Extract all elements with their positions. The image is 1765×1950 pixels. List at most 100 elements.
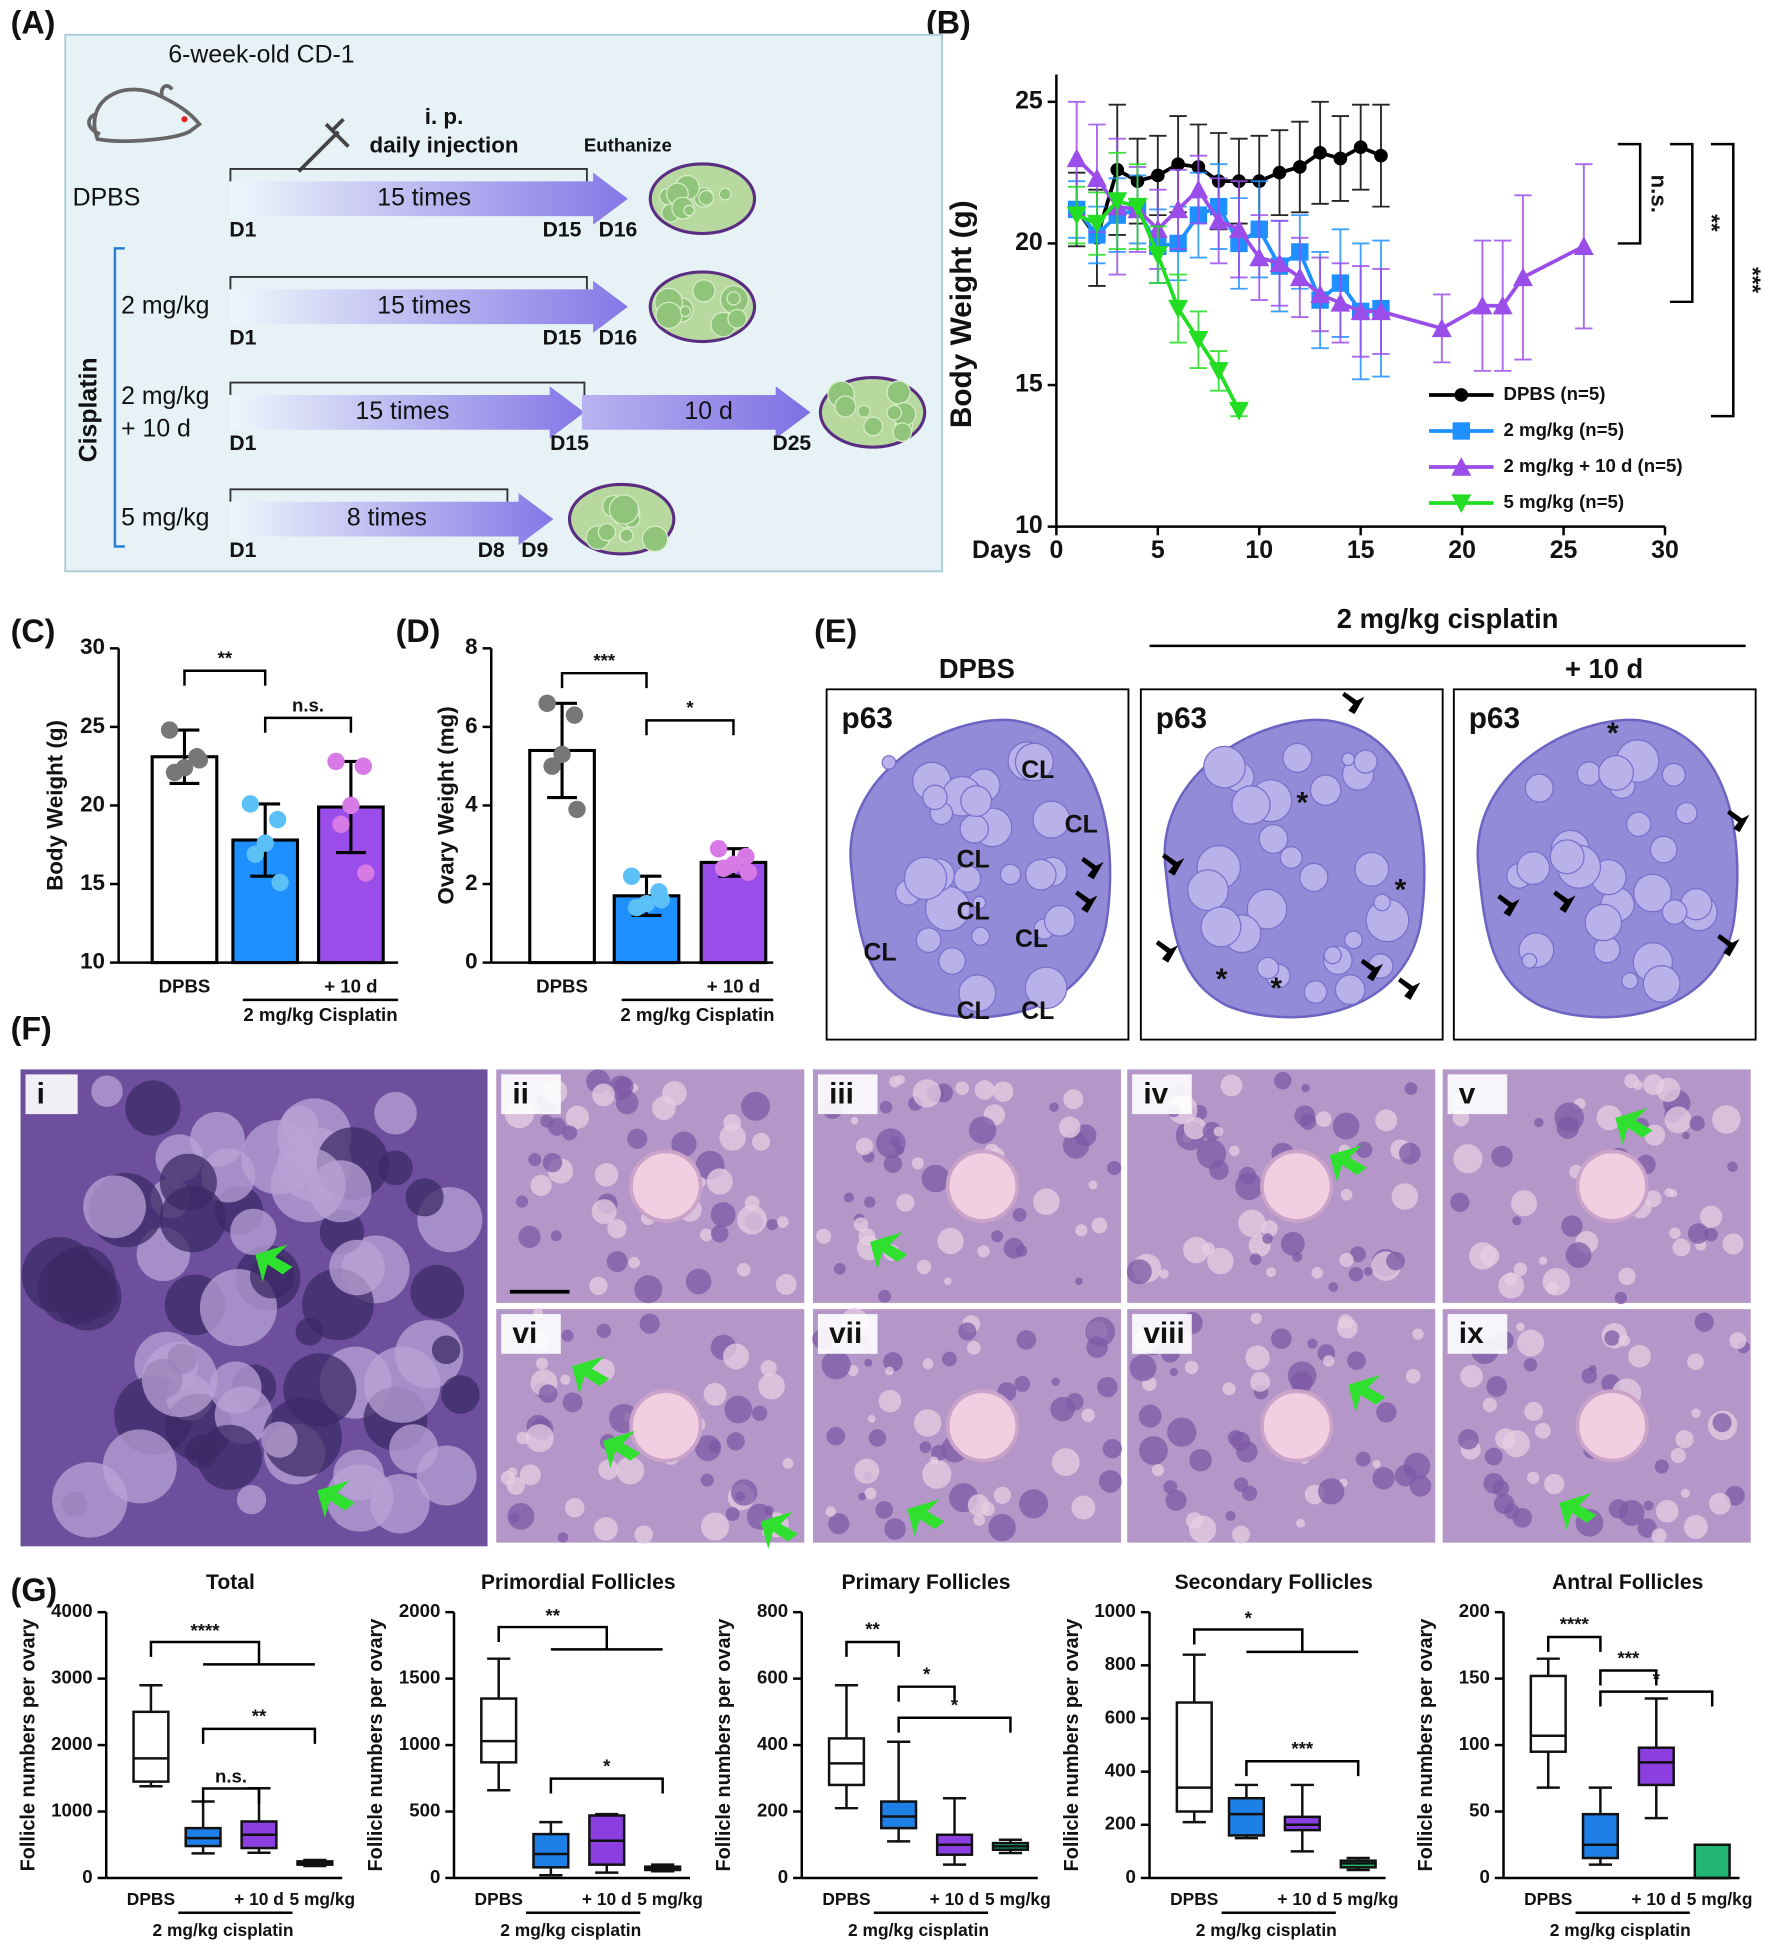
tissue-cell [914,1409,942,1437]
data-point [246,845,264,863]
data-point [568,800,586,819]
marker [1451,457,1472,476]
tissue-cell [1482,1397,1497,1413]
tissue-cell [1561,1215,1583,1237]
follicle [1200,906,1242,948]
y-tick-label: 3000 [51,1667,92,1688]
tissue-cell [1213,1126,1224,1137]
tissue-cell [1670,1448,1686,1464]
y-tick-label: 15 [1015,371,1043,398]
x-tick-label: DPBS [1524,1889,1572,1909]
tissue-cell [1051,1377,1060,1386]
data-point [354,757,373,775]
follicle [959,813,989,844]
section-title: DPBS [939,653,1015,684]
tissue-cell [937,1227,964,1255]
follicle-icon [683,204,695,217]
day-label: D15 [550,432,589,455]
y-tick-label: 200 [1105,1813,1136,1834]
marker [1310,284,1331,304]
tile-label: viii [1143,1317,1184,1350]
x-tick-label: DPBS [1170,1889,1218,1909]
follicle [1341,752,1356,767]
tissue-cell [730,1479,758,1506]
tissue-cell [1727,1161,1738,1173]
marker [1313,145,1327,160]
section-title: + 10 d [1565,653,1643,684]
follicle [938,947,966,975]
significance-bracket [1669,142,1694,304]
tile-label: iii [829,1077,854,1110]
marker [1208,362,1229,381]
tissue-cell [1241,1485,1258,1501]
tissue-cell [850,1116,859,1125]
data-point [739,863,758,881]
tissue-cell [1479,1245,1500,1267]
tissue-cell [1169,1367,1179,1377]
tissue-cell [1687,1353,1704,1370]
tissue-cell [639,1313,660,1334]
day-label: D1 [229,219,256,242]
arrow-pointer [1155,940,1179,963]
x-axis-label: Days [972,537,1031,564]
schedule-bracket [229,381,586,395]
follicle [1299,862,1329,893]
tissue-cell [1633,1080,1643,1090]
tissue-cell [1099,1469,1122,1493]
tissue-cell [1694,1312,1714,1332]
green-arrow [1615,1107,1653,1146]
tissue-cell [911,1157,924,1170]
tissue-cell [855,1137,874,1156]
follicle [903,856,948,901]
tissue-cell [1107,1160,1122,1176]
significance-bracket [149,1640,315,1666]
x-tick-label: 10 [1245,537,1273,564]
extra-label: 10 d [684,398,732,425]
significance-label: *** [1617,1647,1639,1668]
follicle-icon [641,525,669,553]
follicle [1024,858,1057,891]
tissue-cell [159,1185,227,1253]
tissue-cell [1700,1205,1723,1228]
x-tick-label: + 10 d [707,975,760,996]
marker [1107,192,1128,211]
tissue-cell [1235,1172,1263,1201]
tissue-cell [741,1091,771,1121]
significance-label: ** [252,1706,267,1727]
significance-label: n.s. [1647,175,1672,214]
y-tick-label: 100 [1459,1733,1490,1754]
tissue-cell [816,1228,832,1244]
tissue-cell [896,1193,915,1212]
tissue-cell [1249,1253,1262,1266]
marker [1330,292,1351,312]
follicle-icon [679,305,692,318]
bar [231,838,300,965]
tissue-cell [868,1429,887,1447]
tissue-cell [1307,1338,1318,1349]
y-tick-label: 6 [465,713,477,738]
tissue-cell [921,1164,950,1193]
data-point [268,810,287,829]
y-axis-label: Body Weight (g) [945,200,978,428]
tissue-cell [1363,1266,1373,1276]
tissue-cell [974,1080,995,1100]
arrow-pointer [1553,890,1576,913]
group-label: 2 mg/kg [121,292,209,319]
significance-bracket [549,1777,664,1794]
y-axis-label: Body Weight (g) [42,720,67,891]
tissue-cell [1554,1102,1584,1133]
x-tick-label: 5 mg/kg [1687,1889,1753,1909]
y-tick-label: 0 [1479,1866,1489,1887]
tissue-cell [536,1357,549,1370]
tissue-cell [1375,1109,1398,1132]
follicle-icon [863,416,884,437]
significance-bracket [1617,142,1642,245]
tissue-cell [1654,1459,1669,1474]
tissue-cell [1138,1404,1162,1428]
marker [1374,148,1388,163]
marker [1513,267,1533,287]
data-point [622,867,641,885]
tissue-cell [1065,1392,1084,1411]
tissue-cell [919,1441,932,1454]
